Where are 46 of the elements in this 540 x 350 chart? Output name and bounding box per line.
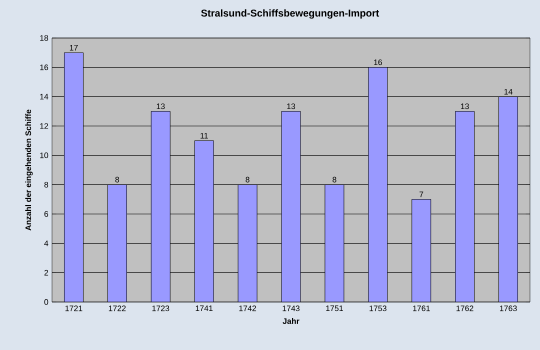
x-tick-label: 1743: [282, 306, 300, 312]
y-tick-label: 16: [40, 64, 48, 70]
data-label: 8: [246, 176, 250, 182]
data-label: 7: [420, 192, 424, 198]
y-axis-title: Anzahl der eingehenden Schiffe: [25, 110, 33, 230]
y-tick-label: 12: [40, 123, 48, 129]
data-label: 13: [460, 103, 469, 110]
bar: [455, 111, 475, 302]
y-tick-label: 14: [40, 94, 48, 100]
bar: [64, 52, 84, 302]
bar: [324, 184, 344, 302]
y-tick-label: 8: [44, 182, 48, 188]
y-tick-label: 6: [44, 211, 48, 217]
x-tick-label: 1753: [370, 306, 386, 312]
data-label: 13: [156, 103, 165, 110]
data-label: 14: [504, 88, 512, 94]
bar: [412, 199, 432, 302]
x-tick-label: 1722: [108, 306, 126, 312]
bar: [281, 111, 301, 302]
bar: [368, 67, 388, 302]
x-tick-label: 1742: [239, 306, 256, 312]
x-tick-label: 1721: [65, 306, 82, 312]
y-tick-label: 10: [40, 152, 48, 158]
bar: [238, 184, 258, 302]
data-label: 16: [374, 59, 382, 66]
x-tick-label: 1751: [326, 306, 343, 312]
y-tick-label: 2: [44, 270, 48, 276]
chart-title: Stralsund-Schiffsbewegungen-Import: [201, 9, 380, 19]
y-tick-label: 4: [44, 240, 48, 246]
data-label: 8: [115, 176, 120, 182]
y-tick-label: 0: [44, 299, 48, 305]
data-label: 17: [70, 44, 78, 50]
x-tick-label: 1741: [196, 306, 213, 312]
data-label: 13: [287, 103, 296, 110]
y-tick-label: 18: [40, 35, 48, 41]
x-tick-label: 1723: [152, 306, 170, 312]
bar: [498, 96, 518, 302]
x-tick-label: 1762: [456, 306, 474, 312]
bar: [194, 140, 214, 302]
bar: [150, 111, 170, 302]
x-axis-title: Jahr: [282, 318, 300, 324]
data-label: 11: [200, 132, 208, 138]
bar: [107, 184, 127, 302]
data-label: 8: [332, 176, 336, 182]
x-tick-label: 1761: [413, 306, 430, 312]
x-tick-label: 1763: [500, 306, 517, 312]
